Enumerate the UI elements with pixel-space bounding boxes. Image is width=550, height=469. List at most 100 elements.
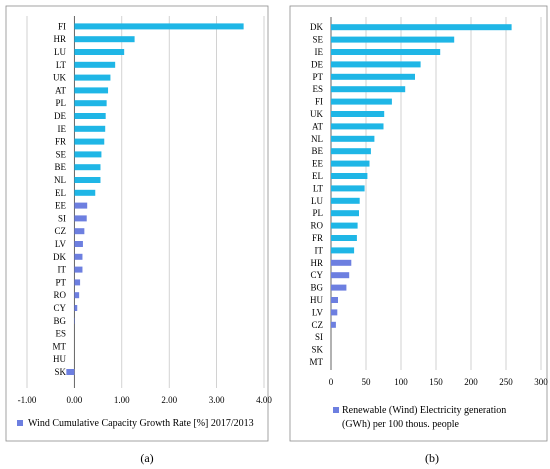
x-tick-label: 4.00 — [256, 395, 272, 405]
bar — [331, 135, 375, 142]
chart-a-tick-labels: -1.00 0.00 1.00 2.00 3.00 4.00 — [18, 395, 273, 405]
chart-b-caption: (b) — [425, 451, 439, 465]
bar — [331, 111, 385, 117]
category-label: FR — [55, 137, 66, 147]
bar — [74, 138, 105, 145]
category-label: FR — [312, 233, 323, 243]
bar — [74, 202, 88, 209]
bar — [331, 197, 360, 204]
category-label: EE — [312, 159, 323, 169]
bar — [74, 215, 87, 222]
chart-a-category-labels: FI HR LU LT UK AT PL DE IE FR SE BE NL EL EE SI CZ LV DK IT… — [53, 21, 67, 377]
category-label: RO — [53, 290, 66, 300]
x-tick-label: 150 — [429, 377, 443, 387]
category-label: SE — [312, 35, 323, 45]
category-label: FI — [58, 21, 66, 31]
bar — [331, 148, 371, 155]
bar — [74, 164, 101, 171]
bar — [74, 151, 102, 158]
category-label: SK — [54, 367, 66, 377]
bar — [74, 305, 78, 311]
x-tick-label: -1.00 — [18, 395, 37, 405]
category-label: HR — [53, 34, 66, 44]
category-label: DE — [54, 111, 66, 121]
chart-b-legend-swatch — [333, 407, 339, 413]
category-label: ES — [55, 329, 66, 339]
category-label: CZ — [54, 226, 66, 236]
bar — [74, 61, 116, 68]
bar — [74, 228, 85, 235]
x-tick-label: 0 — [329, 377, 334, 387]
x-tick-label: 0.00 — [67, 395, 83, 405]
category-label: UK — [310, 109, 323, 119]
category-label: IE — [315, 47, 324, 57]
chart-a-caption: (a) — [140, 451, 153, 465]
chart-a-legend-swatch — [17, 420, 23, 426]
bar — [331, 321, 336, 328]
bar — [74, 189, 96, 196]
category-label: LT — [56, 60, 67, 70]
bar — [74, 23, 244, 30]
category-label: CY — [53, 303, 66, 313]
x-tick-label: 250 — [499, 377, 513, 387]
chart-b-frame — [289, 5, 548, 442]
category-label: CY — [310, 270, 323, 280]
category-label: BG — [310, 283, 323, 293]
category-label: UK — [53, 73, 66, 83]
category-label: PL — [55, 98, 66, 108]
chart-a: FI HR LU LT UK AT PL DE IE FR SE BE NL EL EE SI CZ LV DK IT… — [5, 5, 273, 465]
category-label: SI — [315, 332, 323, 342]
category-label: BE — [311, 146, 323, 156]
bar — [331, 259, 352, 266]
x-tick-label: 3.00 — [209, 395, 225, 405]
bar — [331, 272, 350, 279]
chart-a-frame — [5, 5, 269, 442]
category-label: IT — [315, 245, 324, 255]
category-label: MT — [53, 341, 67, 351]
category-label: HU — [310, 295, 323, 305]
bar — [331, 73, 415, 80]
bar — [74, 266, 83, 273]
category-label: DE — [311, 59, 323, 69]
chart-a-legend: Wind Cumulative Capacity Growth Rate [%]… — [17, 418, 254, 429]
category-label: LU — [54, 47, 66, 57]
x-tick-label: 50 — [362, 377, 372, 387]
bar — [74, 36, 135, 43]
bar — [331, 309, 338, 316]
category-label: LT — [313, 183, 324, 193]
chart-b: DK SE IE DE PT ES FI UK AT NL BE EE EL LT LU PL RO FR IT HR… — [289, 5, 548, 465]
bar — [331, 173, 368, 179]
x-tick-label: 1.00 — [114, 395, 130, 405]
bar — [331, 61, 421, 68]
chart-b-legend-line-1: Renewable (Wind) Electricity generation — [342, 405, 506, 416]
category-label: HU — [53, 354, 66, 364]
bar — [331, 86, 406, 93]
bar — [331, 185, 365, 192]
category-label: NL — [311, 134, 323, 144]
category-label: IE — [58, 124, 67, 134]
bar — [66, 369, 75, 375]
category-label: SK — [311, 345, 323, 355]
chart-b-category-labels: DK SE IE DE PT ES FI UK AT NL BE EE EL LT LU PL RO FR IT HR… — [310, 22, 324, 367]
category-label: FI — [315, 97, 323, 107]
bar — [331, 24, 512, 31]
chart-a-bars — [66, 23, 244, 375]
chart-a-legend-text: Wind Cumulative Capacity Growth Rate [%]… — [28, 418, 254, 429]
bar — [331, 160, 370, 167]
bar — [331, 49, 441, 55]
category-label: EL — [312, 171, 323, 181]
bar — [331, 222, 358, 229]
x-tick-label: 100 — [394, 377, 408, 387]
category-label: EL — [55, 188, 66, 198]
category-label: LV — [312, 307, 324, 317]
x-tick-label: 200 — [464, 377, 478, 387]
bar — [74, 292, 80, 299]
category-label: SE — [55, 149, 66, 159]
category-label: BE — [54, 162, 66, 172]
bar — [331, 235, 357, 241]
category-label: LV — [55, 239, 67, 249]
x-tick-label: 2.00 — [161, 395, 177, 405]
category-label: AT — [312, 121, 324, 131]
category-label: RO — [310, 221, 323, 231]
bar — [74, 125, 106, 132]
